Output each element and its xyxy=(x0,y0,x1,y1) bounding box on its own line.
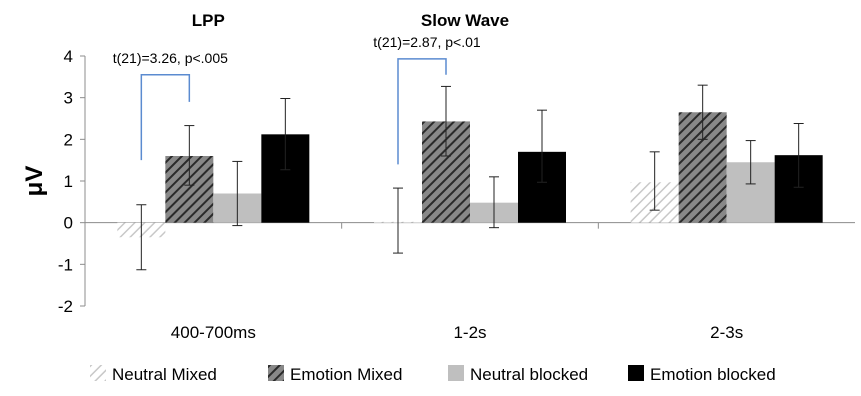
y-tick-label: -1 xyxy=(58,255,73,274)
y-tick-label: 1 xyxy=(64,172,73,191)
legend: Neutral Mixed Emotion Mixed Neutral blocke… xyxy=(90,365,776,384)
panel-title: LPP xyxy=(192,11,225,30)
y-tick-label: 0 xyxy=(64,214,73,233)
y-tick-label: -2 xyxy=(58,297,73,316)
significance-label: t(21)=3.26, p<.005 xyxy=(113,50,228,66)
error-bars-layer xyxy=(136,84,804,271)
legend-label: Neutral Mixed xyxy=(112,365,217,384)
y-axis-label: μV xyxy=(21,166,48,197)
legend-label: Emotion Mixed xyxy=(290,365,402,384)
legend-label: Neutral blocked xyxy=(470,365,588,384)
x-tick-label: 1-2s xyxy=(453,323,486,342)
legend-swatch xyxy=(90,365,106,381)
x-tick-label: 2-3s xyxy=(710,323,743,342)
legend-swatch xyxy=(628,365,644,381)
significance-label: t(21)=2.87, p<.01 xyxy=(373,34,481,50)
annotations-layer xyxy=(140,58,447,165)
bars-layer xyxy=(117,112,823,238)
significance-bracket xyxy=(140,74,191,161)
y-tick-label: 4 xyxy=(64,47,73,66)
significance-bracket xyxy=(397,58,447,165)
x-tick-label: 400-700ms xyxy=(171,323,256,342)
y-tick-label: 3 xyxy=(64,89,73,108)
legend-swatch xyxy=(268,365,284,381)
legend-swatch xyxy=(448,365,464,381)
legend-label: Emotion blocked xyxy=(650,365,776,384)
panel-title: Slow Wave xyxy=(421,11,509,30)
text-layer: -2 -1 0 1 2 3 4 μV 400-700ms 1-2s 2-3s LPP Slow Wave… xyxy=(21,11,743,342)
y-tick-label: 2 xyxy=(64,130,73,149)
